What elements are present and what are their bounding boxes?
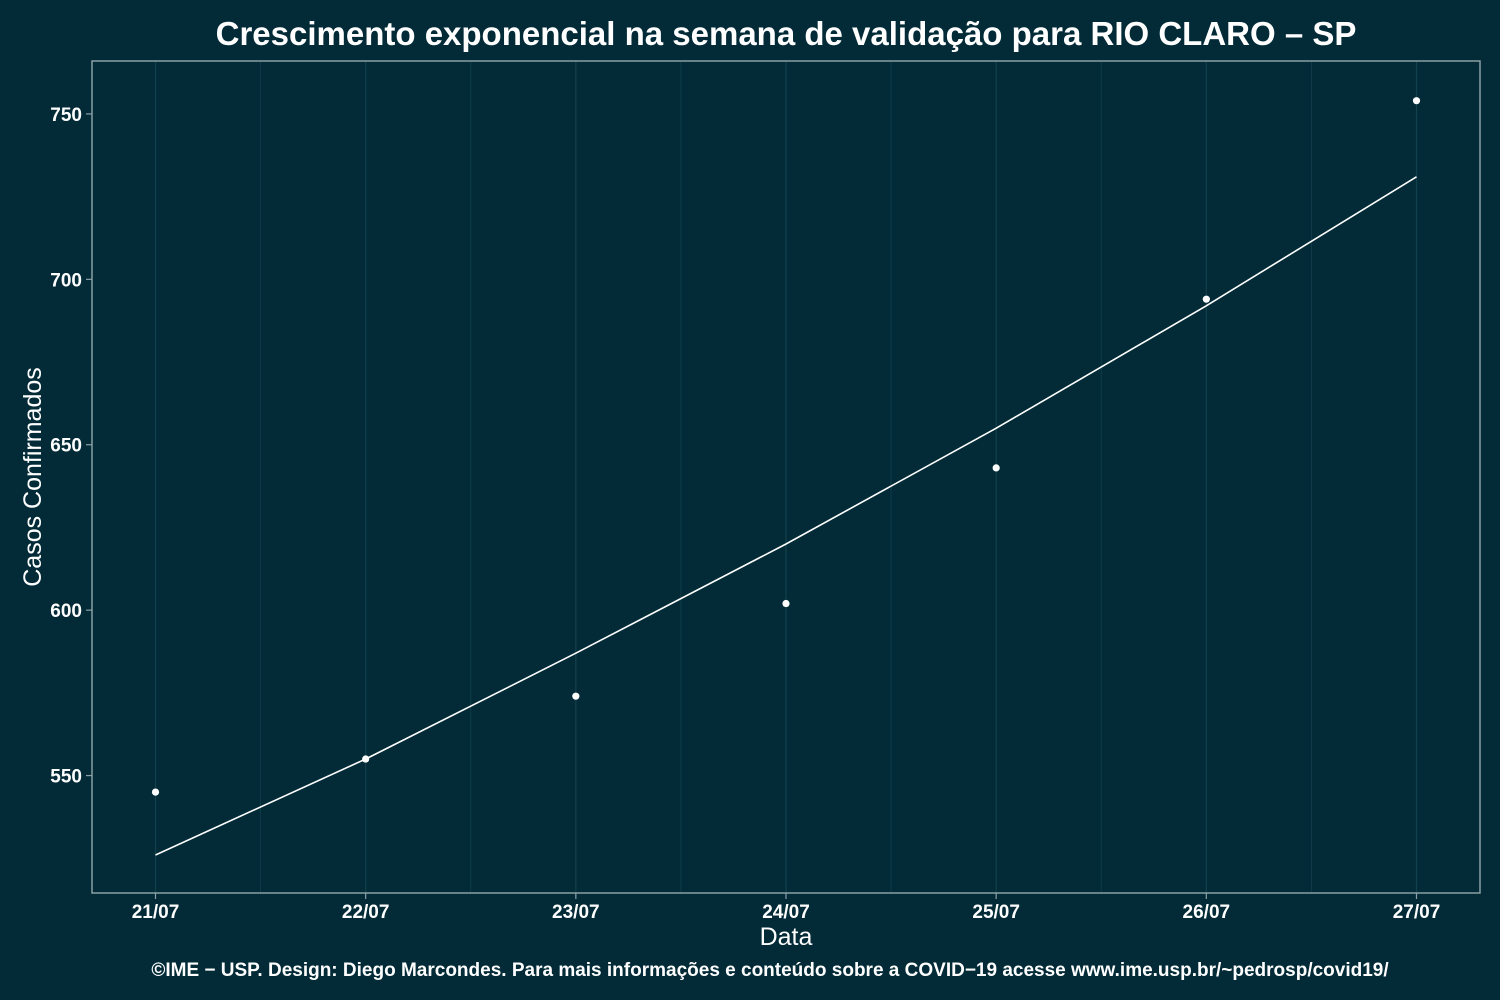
caption: ©IME − USP. Design: Diego Marcondes. Par… xyxy=(151,960,1389,981)
x-tick-label: 26/07 xyxy=(1183,902,1231,923)
y-tick-label: 550 xyxy=(50,767,82,788)
y-tick-label: 700 xyxy=(50,270,82,291)
data-point xyxy=(782,599,790,608)
x-tick-label: 21/07 xyxy=(132,902,180,923)
fitted-curve xyxy=(155,176,1417,856)
y-tick-label: 600 xyxy=(50,601,82,622)
series xyxy=(151,97,1421,856)
y-tick-label: 650 xyxy=(50,436,82,457)
y-axis-ticks: 550 600 650 700 750 xyxy=(50,105,92,788)
grid-lines xyxy=(154,61,1418,893)
x-tick-label: 24/07 xyxy=(762,902,810,923)
y-axis-label: Casos Confirmados xyxy=(19,367,47,587)
x-tick-label: 23/07 xyxy=(552,902,600,923)
x-axis-label: Data xyxy=(760,923,813,951)
data-point xyxy=(1202,295,1210,303)
chart-title: Crescimento exponencial na semana de val… xyxy=(216,15,1357,52)
x-axis-ticks: 21/07 22/07 23/07 24/07 25/07 26/07 27/07 xyxy=(132,893,1441,923)
y-tick-label: 750 xyxy=(50,105,82,126)
data-point xyxy=(1412,97,1421,105)
data-point xyxy=(151,788,160,796)
x-tick-label: 27/07 xyxy=(1393,902,1441,923)
data-point xyxy=(572,692,580,700)
x-tick-label: 22/07 xyxy=(342,902,390,923)
data-point xyxy=(992,464,1000,472)
x-tick-label: 25/07 xyxy=(972,902,1020,923)
